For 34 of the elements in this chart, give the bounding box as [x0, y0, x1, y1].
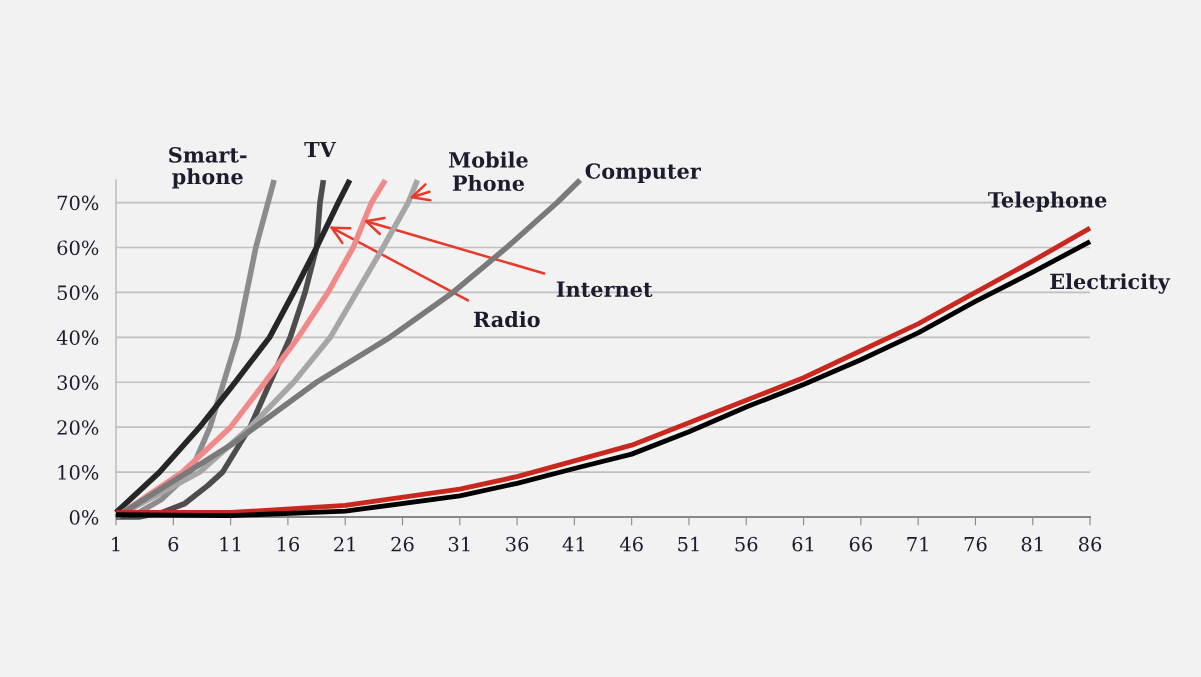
series-label: Computer: [585, 163, 701, 183]
y-tick-label: 10%: [58, 465, 99, 480]
x-tick-label: 56: [735, 536, 758, 552]
x-tick-label: 71: [907, 536, 928, 552]
x-tick-label: 31: [448, 536, 470, 552]
y-tick-label: 20%: [57, 420, 99, 435]
x-tick-label: 1: [112, 536, 120, 552]
text: Radio: [473, 311, 540, 328]
series-label: Electricity: [1050, 273, 1171, 294]
text: Internet: [556, 281, 653, 298]
x-tick-label: 46: [619, 536, 643, 552]
y-tick-label: 0%: [69, 509, 99, 525]
y-tick-label: 60%: [57, 240, 99, 256]
y-tick-label: 50%: [57, 285, 99, 301]
x-tick-label: 11: [220, 536, 241, 552]
x-tick-label: 76: [964, 536, 987, 552]
series-label: TV: [304, 141, 337, 158]
x-tick-label: 81: [1021, 536, 1043, 552]
x-tick-label: 51: [678, 536, 699, 552]
x-tick-label: 26: [391, 536, 414, 552]
x-tick-label: 21: [334, 536, 355, 552]
x-tick-label: 86: [1078, 536, 1102, 552]
x-tick-label: 66: [849, 536, 872, 552]
x-tick-label: 61: [792, 536, 814, 552]
x-tick-label: 16: [277, 536, 300, 552]
y-tick-label: 30%: [57, 375, 99, 390]
x-tick-label: 41: [562, 536, 584, 552]
y-tick-label: 40%: [56, 330, 99, 345]
series-label: Telephone: [988, 191, 1107, 212]
x-tick-label: 36: [506, 536, 529, 552]
y-tick-label: 70%: [57, 195, 99, 211]
x-tick-label: 6: [168, 536, 179, 552]
series-label: Smart- phone: [169, 146, 247, 189]
series-label: Mobile Phone: [449, 151, 528, 192]
